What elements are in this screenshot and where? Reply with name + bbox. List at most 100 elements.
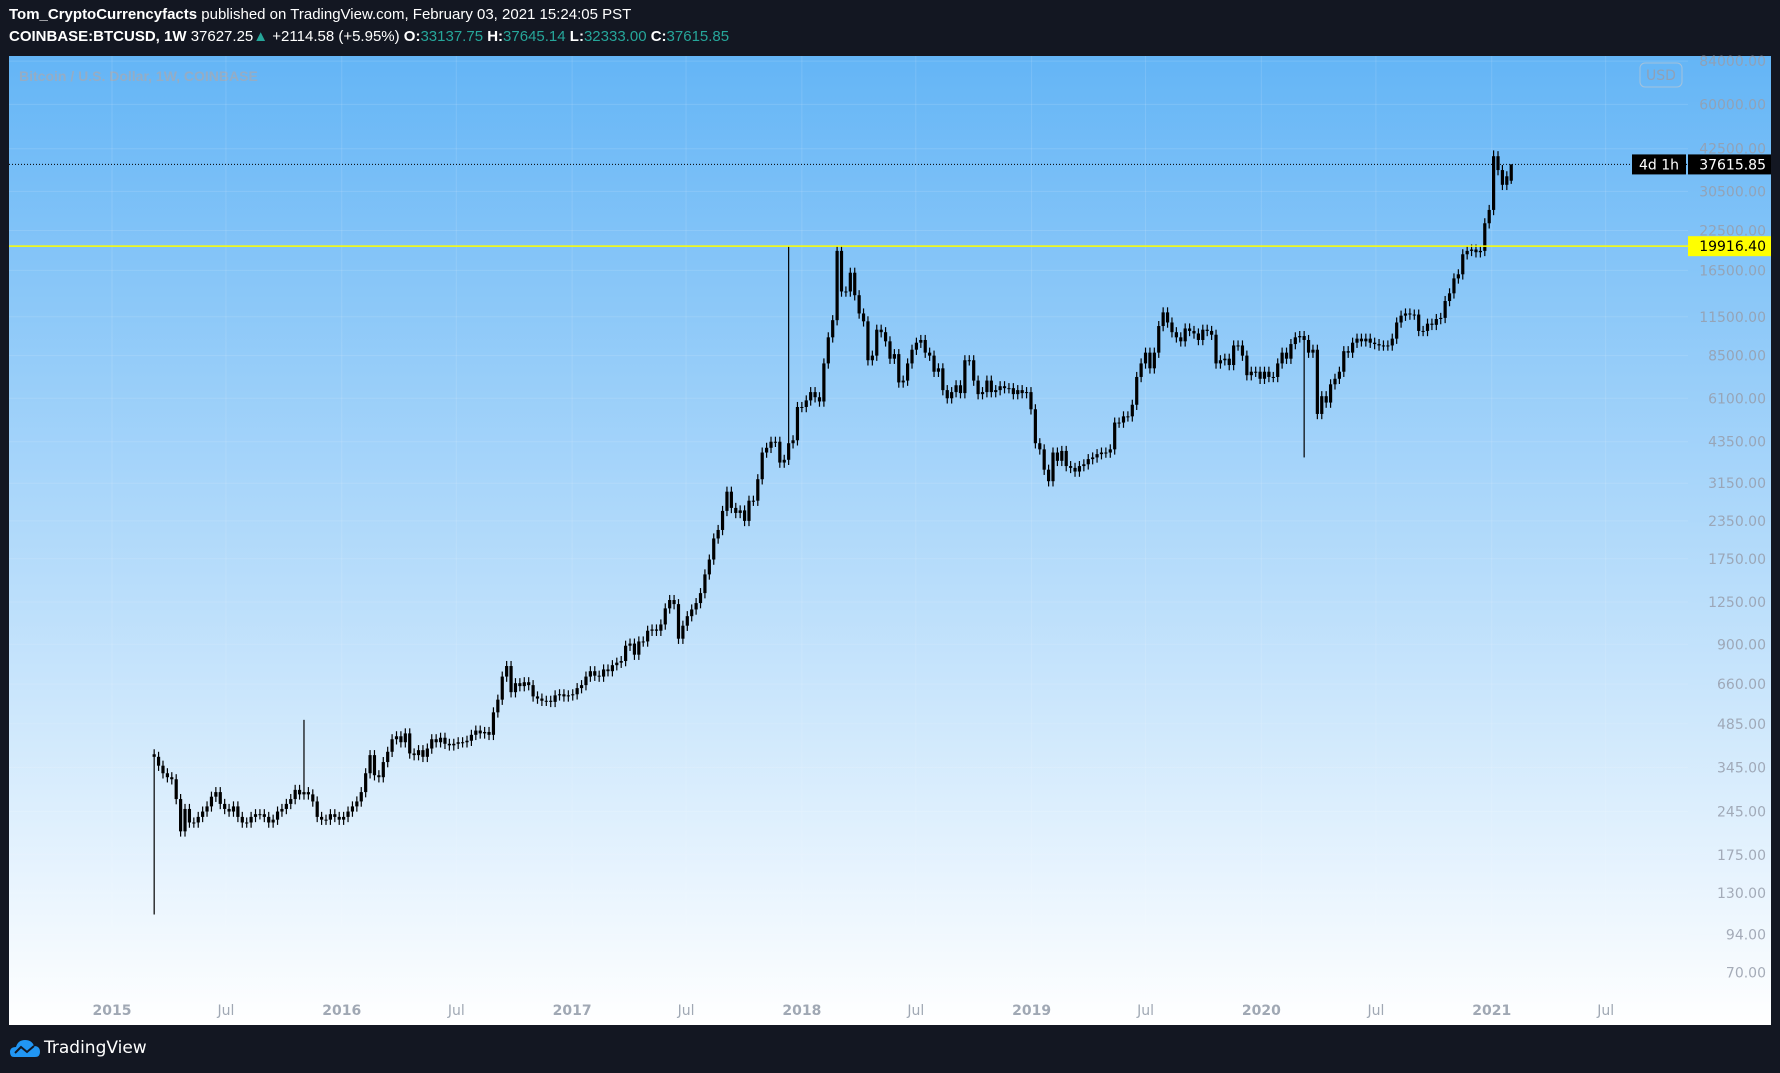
candle [782, 454, 786, 468]
candle-body [919, 339, 923, 343]
candle [734, 502, 738, 519]
chart-pane[interactable]: Bitcoin / U.S. Dollar, 1W, COINBASE [9, 56, 1771, 1025]
candle [654, 624, 659, 636]
candle [928, 347, 932, 361]
candle-body [1311, 349, 1315, 353]
candle-body [1192, 330, 1196, 334]
candle [985, 375, 989, 398]
price-tick-label: 8500.00 [1708, 349, 1766, 365]
candle [487, 726, 491, 741]
candle [562, 689, 566, 702]
candle [1390, 333, 1394, 351]
candle-body [1487, 209, 1491, 224]
candle [1108, 444, 1112, 458]
symbol: COINBASE:BTCUSD, 1W [9, 28, 187, 45]
candle [346, 806, 350, 823]
candle-body [1073, 467, 1077, 472]
candle-body [760, 452, 764, 480]
candle [1126, 411, 1130, 422]
candle [1298, 330, 1302, 343]
candle [813, 387, 817, 403]
candle-body [844, 291, 848, 293]
candle-body [1232, 345, 1236, 366]
candle [1509, 164, 1513, 184]
candle [1359, 333, 1364, 347]
candle [976, 375, 980, 400]
candle [1002, 381, 1007, 394]
author[interactable]: Tom_CryptoCurrencyfacts [9, 6, 198, 23]
candle-body [262, 814, 266, 817]
horizontal-line-label-bg [1688, 236, 1771, 257]
candle [575, 683, 579, 700]
candle [183, 803, 187, 837]
candle-body [1408, 313, 1412, 315]
candle [236, 801, 240, 823]
candle [1157, 320, 1161, 358]
candle-body [1205, 329, 1209, 331]
candle-body [1271, 376, 1275, 378]
candle [936, 363, 941, 377]
candle-body [632, 643, 637, 655]
candle-body [1170, 322, 1174, 333]
usd-badge[interactable]: USD [1639, 62, 1683, 88]
candle [1492, 150, 1496, 216]
candle-body [399, 736, 403, 743]
price-tick-label: 4350.00 [1708, 435, 1766, 451]
tradingview-cloud-icon [10, 1040, 40, 1057]
candle-body [1196, 333, 1200, 340]
time-tick-label: Jul [216, 1003, 234, 1019]
candle-body [249, 816, 253, 823]
candle-body [1016, 390, 1020, 395]
candle [249, 811, 253, 828]
candle [685, 611, 689, 631]
candle [1236, 340, 1240, 351]
candle [1117, 417, 1121, 428]
time-tick-label: Jul [1366, 1003, 1384, 1019]
candle [989, 375, 993, 398]
candle-body [1029, 392, 1033, 410]
candle-body [1474, 249, 1478, 253]
candle [738, 505, 742, 519]
candle-body [1496, 156, 1500, 171]
candle [320, 811, 324, 825]
candle-body [742, 510, 747, 521]
candle [394, 731, 399, 745]
candle-body [646, 630, 650, 642]
last-price-label-bg [1688, 154, 1771, 175]
time-tick-label: Jul [1136, 1003, 1154, 1019]
candle [1461, 249, 1465, 280]
candle [1086, 454, 1090, 470]
candle [170, 772, 174, 785]
candle-body [650, 629, 654, 631]
candle [901, 375, 905, 388]
candle-body [1439, 317, 1443, 320]
candle [593, 666, 597, 681]
candle [1060, 445, 1064, 467]
candle [1381, 340, 1386, 351]
candle-body [289, 799, 293, 804]
candle [1333, 373, 1337, 390]
candle [950, 387, 954, 404]
candle-body [1399, 315, 1403, 323]
candle [941, 363, 945, 396]
candle-body [1091, 457, 1095, 460]
candle-body [284, 803, 288, 809]
candle [906, 358, 910, 386]
candle-body [853, 272, 857, 296]
candle-body [1046, 469, 1051, 482]
candle-body [1469, 249, 1474, 251]
candle-body [438, 737, 443, 743]
candle [152, 749, 156, 915]
tradingview-logo[interactable]: TradingView [10, 1038, 147, 1058]
candle-body [1245, 355, 1249, 376]
candle [932, 350, 936, 377]
candle-body [1262, 371, 1267, 379]
candle [275, 806, 280, 825]
time-tick-label: 2020 [1242, 1003, 1281, 1019]
candle [742, 505, 747, 527]
candle [1130, 399, 1134, 422]
candle [994, 385, 998, 398]
price-tick-label: 130.00 [1717, 886, 1766, 902]
candle-body [1174, 332, 1178, 338]
